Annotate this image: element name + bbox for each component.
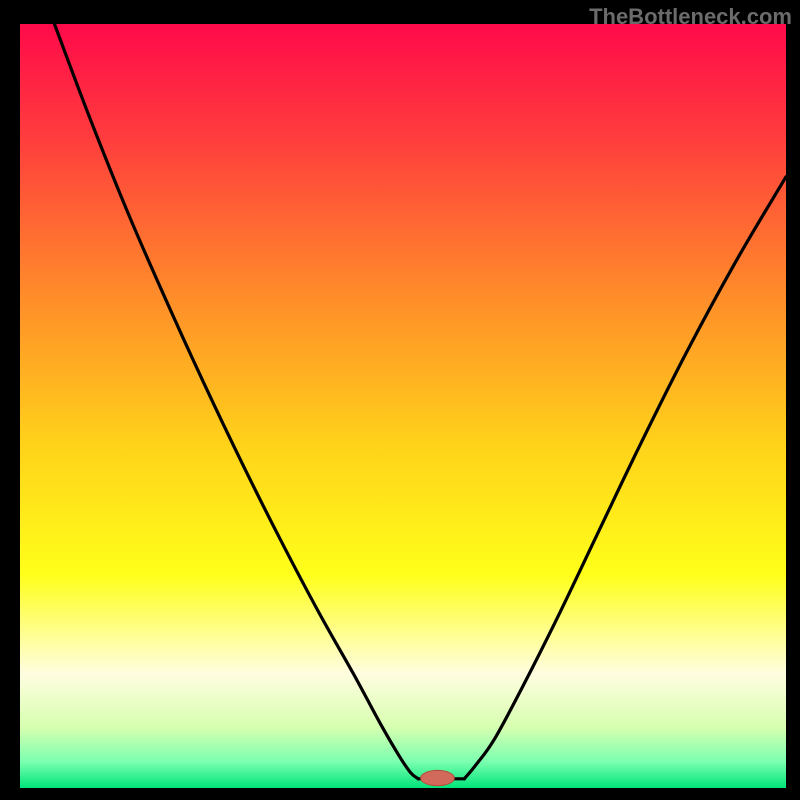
frame-left [0, 0, 20, 800]
frame-bottom [0, 788, 800, 800]
watermark-text: TheBottleneck.com [589, 4, 792, 30]
bottleneck-chart: TheBottleneck.com [0, 0, 800, 800]
frame-right [786, 0, 800, 800]
minimum-marker [421, 770, 455, 785]
gradient-background [20, 24, 786, 788]
plot-area [20, 24, 786, 788]
